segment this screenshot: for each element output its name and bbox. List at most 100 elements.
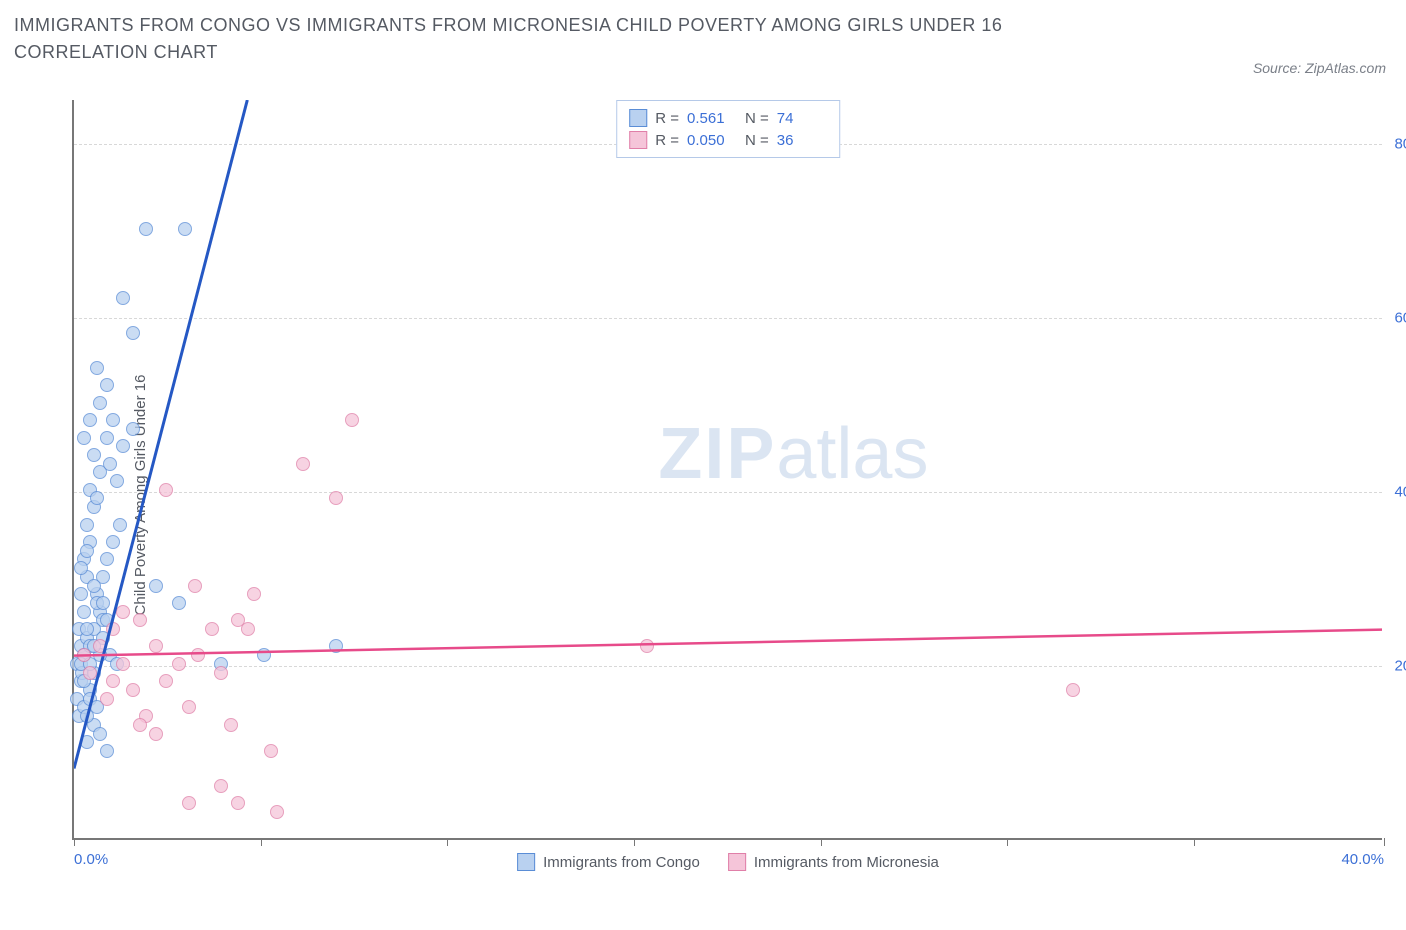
r-value-series2: 0.050 — [687, 132, 737, 149]
swatch-series1 — [629, 109, 647, 127]
scatter-point — [182, 700, 196, 714]
gridline-horizontal — [74, 318, 1382, 319]
scatter-point — [241, 622, 255, 636]
x-tick — [1384, 838, 1385, 846]
scatter-point — [80, 709, 94, 723]
scatter-point — [133, 613, 147, 627]
scatter-point — [159, 483, 173, 497]
y-tick-label: 60.0% — [1394, 309, 1406, 326]
scatter-point — [100, 378, 114, 392]
x-tick — [1007, 838, 1008, 846]
x-tick — [261, 838, 262, 846]
scatter-point — [126, 326, 140, 340]
scatter-point — [270, 805, 284, 819]
scatter-point — [110, 474, 124, 488]
gridline-horizontal — [74, 492, 1382, 493]
plot-area: ZIPatlas R = 0.561 N = 74 R = 0.050 N = … — [72, 100, 1382, 840]
legend-stats-row: R = 0.050 N = 36 — [629, 129, 827, 151]
chart-container: Child Poverty Among Girls Under 16 ZIPat… — [50, 100, 1390, 890]
x-tick — [447, 838, 448, 846]
y-tick-label: 40.0% — [1394, 483, 1406, 500]
scatter-point — [106, 535, 120, 549]
scatter-point — [149, 639, 163, 653]
scatter-point — [182, 796, 196, 810]
scatter-point — [93, 639, 107, 653]
scatter-point — [116, 657, 130, 671]
scatter-point — [93, 727, 107, 741]
scatter-point — [83, 413, 97, 427]
scatter-point — [103, 457, 117, 471]
scatter-point — [139, 222, 153, 236]
scatter-point — [77, 431, 91, 445]
scatter-point — [87, 579, 101, 593]
scatter-point — [149, 579, 163, 593]
scatter-point — [257, 648, 271, 662]
legend-bottom: Immigrants from Congo Immigrants from Mi… — [517, 853, 939, 871]
r-value-series1: 0.561 — [687, 110, 737, 127]
scatter-point — [214, 666, 228, 680]
r-label: R = — [655, 132, 679, 149]
scatter-point — [100, 744, 114, 758]
scatter-point — [640, 639, 654, 653]
scatter-point — [100, 431, 114, 445]
x-tick — [1194, 838, 1195, 846]
scatter-point — [188, 579, 202, 593]
scatter-point — [247, 587, 261, 601]
scatter-point — [172, 657, 186, 671]
scatter-point — [106, 622, 120, 636]
scatter-point — [296, 457, 310, 471]
legend-label-series2: Immigrants from Micronesia — [754, 854, 939, 871]
scatter-point — [80, 735, 94, 749]
x-tick — [821, 838, 822, 846]
scatter-point — [106, 674, 120, 688]
scatter-point — [116, 439, 130, 453]
swatch-series1 — [517, 853, 535, 871]
swatch-series2 — [728, 853, 746, 871]
scatter-point — [191, 648, 205, 662]
scatter-point — [172, 596, 186, 610]
n-value-series1: 74 — [777, 110, 827, 127]
scatter-point — [329, 491, 343, 505]
n-label: N = — [745, 110, 769, 127]
scatter-point — [113, 518, 127, 532]
scatter-point — [1066, 683, 1080, 697]
x-tick-label: 40.0% — [1341, 851, 1384, 868]
scatter-point — [100, 692, 114, 706]
scatter-point — [329, 639, 343, 653]
n-label: N = — [745, 132, 769, 149]
chart-title: IMMIGRANTS FROM CONGO VS IMMIGRANTS FROM… — [14, 12, 1114, 66]
scatter-point — [231, 796, 245, 810]
legend-item-series1: Immigrants from Congo — [517, 853, 700, 871]
scatter-point — [214, 779, 228, 793]
scatter-point — [80, 622, 94, 636]
swatch-series2 — [629, 131, 647, 149]
legend-label-series1: Immigrants from Congo — [543, 854, 700, 871]
scatter-point — [74, 561, 88, 575]
scatter-point — [264, 744, 278, 758]
scatter-point — [126, 683, 140, 697]
scatter-point — [178, 222, 192, 236]
x-tick — [634, 838, 635, 846]
y-tick-label: 20.0% — [1394, 657, 1406, 674]
scatter-point — [116, 605, 130, 619]
y-tick-label: 80.0% — [1394, 135, 1406, 152]
scatter-point — [205, 622, 219, 636]
watermark-bold: ZIP — [658, 414, 776, 494]
scatter-point — [77, 648, 91, 662]
scatter-point — [90, 491, 104, 505]
x-tick — [74, 838, 75, 846]
scatter-point — [83, 666, 97, 680]
watermark: ZIPatlas — [658, 413, 928, 495]
scatter-point — [93, 396, 107, 410]
scatter-point — [96, 596, 110, 610]
scatter-point — [74, 587, 88, 601]
scatter-point — [116, 291, 130, 305]
r-label: R = — [655, 110, 679, 127]
scatter-point — [80, 544, 94, 558]
n-value-series2: 36 — [777, 132, 827, 149]
trend-lines-svg — [74, 100, 1382, 838]
scatter-point — [345, 413, 359, 427]
legend-stats-row: R = 0.561 N = 74 — [629, 107, 827, 129]
scatter-point — [80, 518, 94, 532]
scatter-point — [87, 448, 101, 462]
